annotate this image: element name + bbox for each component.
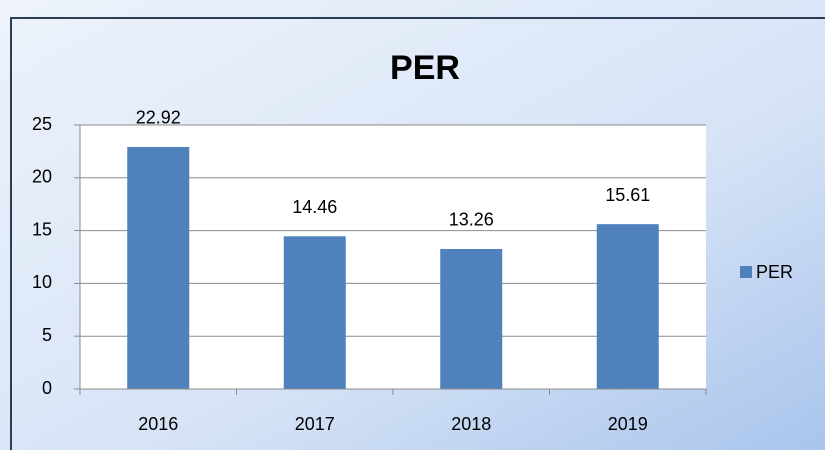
data-label: 14.46 [292,197,337,217]
legend-label: PER [756,262,793,282]
chart-title: PER [390,49,460,87]
bar [596,224,659,389]
y-tick-label: 10 [32,272,52,292]
legend-swatch [740,266,752,278]
bar [440,248,503,389]
x-tick-label: 2016 [138,414,178,434]
y-tick-label: 25 [32,114,52,134]
bar [283,236,346,389]
y-tick-label: 0 [42,378,52,398]
frame [10,17,825,450]
data-label: 15.61 [605,185,650,205]
x-tick-label: 2017 [295,414,335,434]
y-tick-label: 5 [42,325,52,345]
y-tick-label: 20 [32,167,52,187]
bar [127,146,190,389]
y-tick-label: 15 [32,219,52,239]
x-tick-label: 2018 [451,414,491,434]
x-tick-label: 2019 [608,414,648,434]
data-label: 22.92 [136,108,181,128]
data-label: 13.26 [449,210,494,230]
